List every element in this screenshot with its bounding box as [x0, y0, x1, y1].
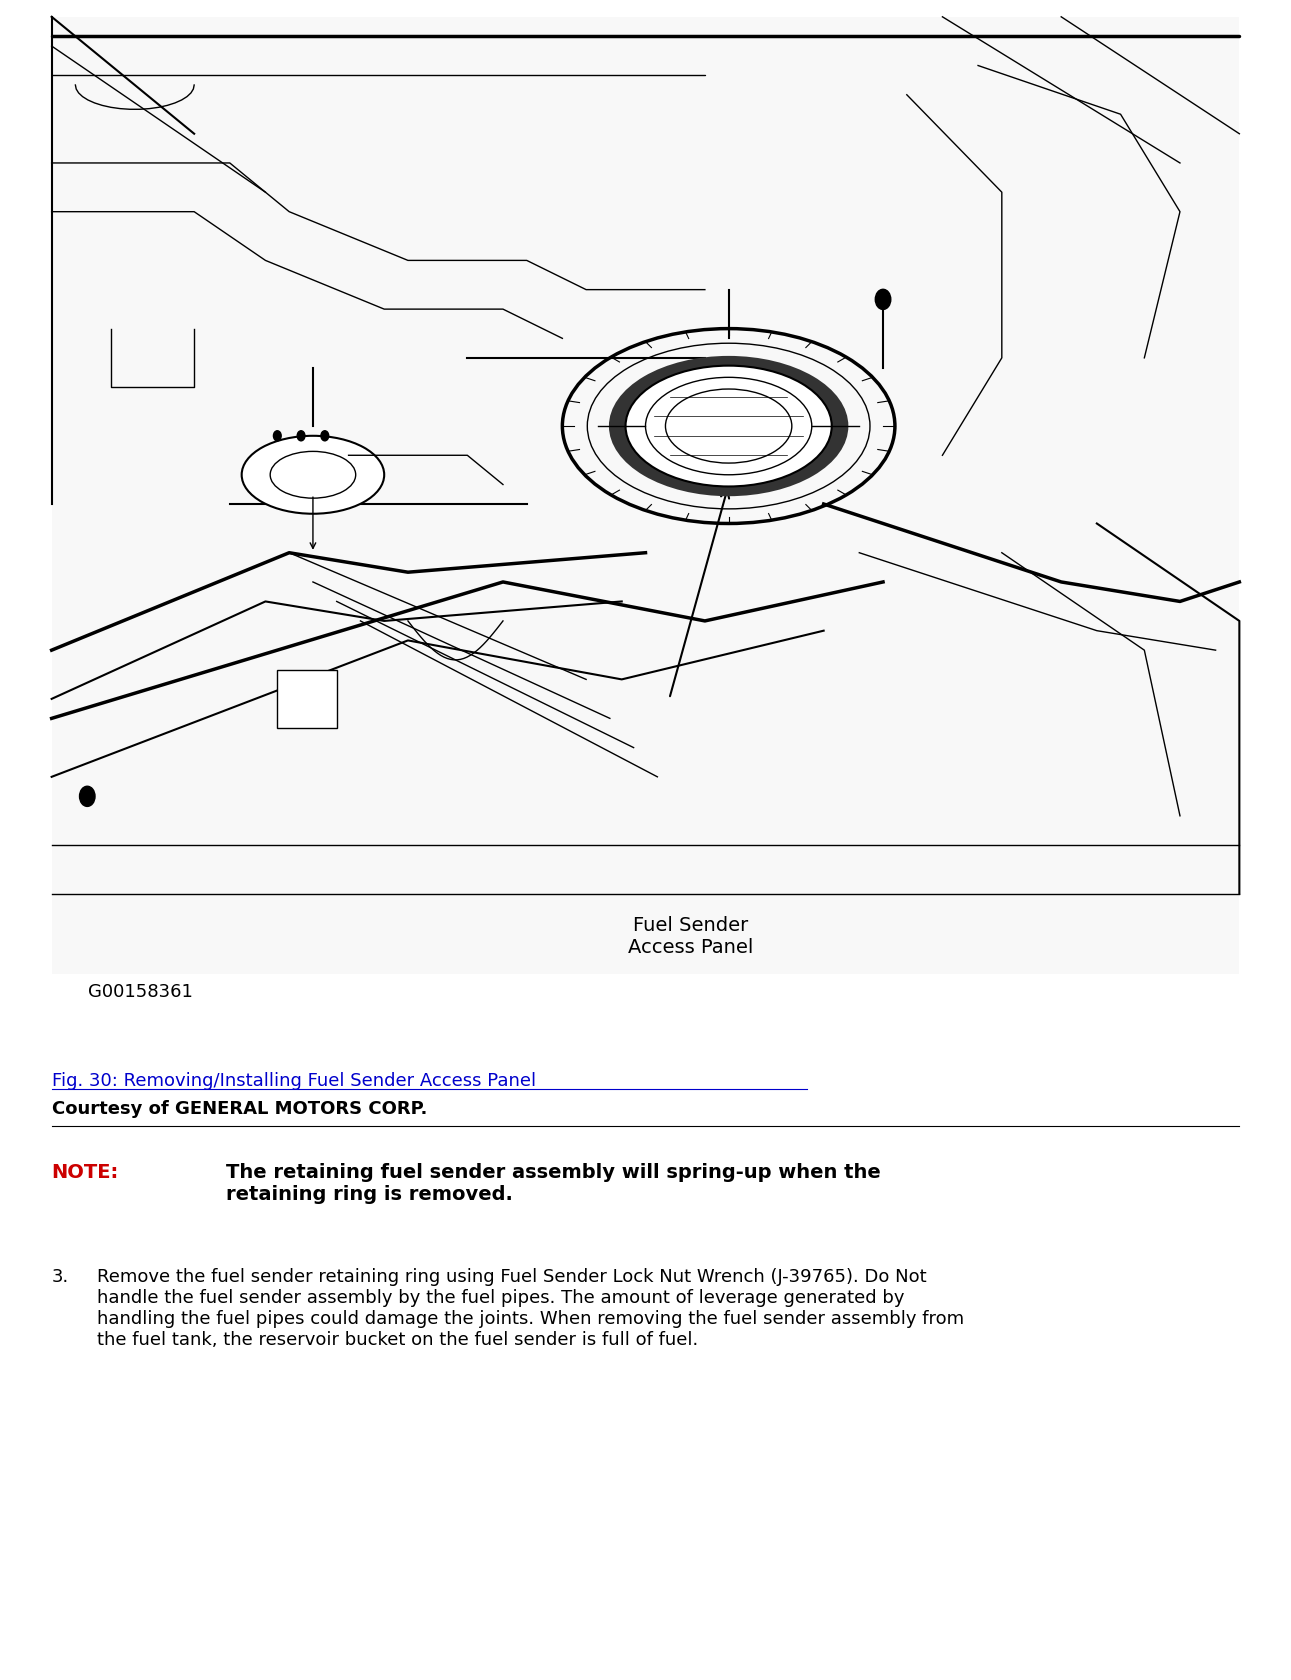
Circle shape	[274, 430, 281, 440]
Ellipse shape	[270, 452, 356, 499]
Text: Fuel Sender
Access Panel: Fuel Sender Access Panel	[627, 916, 754, 956]
Bar	[278, 670, 337, 727]
Ellipse shape	[241, 435, 385, 514]
Text: Fig. 30: Removing/Installing Fuel Sender Access Panel: Fig. 30: Removing/Installing Fuel Sender…	[52, 1072, 536, 1090]
Text: 3.: 3.	[52, 1268, 68, 1287]
Text: Remove the fuel sender retaining ring using Fuel Sender Lock Nut Wrench (J-39765: Remove the fuel sender retaining ring us…	[97, 1268, 964, 1349]
Text: The retaining fuel sender assembly will spring-up when the
retaining ring is rem: The retaining fuel sender assembly will …	[226, 1163, 880, 1203]
Ellipse shape	[609, 356, 848, 496]
Circle shape	[321, 430, 329, 440]
Circle shape	[80, 786, 96, 806]
Text: NOTE:: NOTE:	[52, 1163, 119, 1181]
Circle shape	[875, 289, 891, 309]
Text: G00158361: G00158361	[88, 983, 192, 1001]
Ellipse shape	[626, 366, 831, 487]
Circle shape	[297, 430, 305, 440]
Bar	[52, 17, 1239, 974]
Text: Courtesy of GENERAL MOTORS CORP.: Courtesy of GENERAL MOTORS CORP.	[52, 1100, 427, 1119]
